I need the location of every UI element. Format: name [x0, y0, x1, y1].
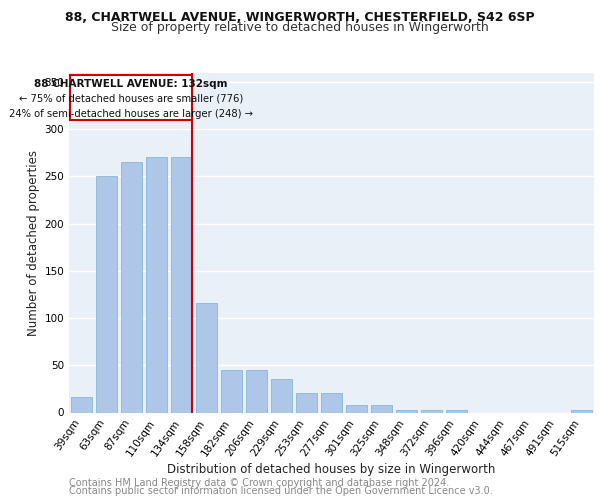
Bar: [121, 162, 142, 412]
Bar: [96, 176, 117, 412]
Bar: [146, 158, 167, 412]
Bar: [321, 392, 342, 412]
Bar: [571, 410, 592, 412]
X-axis label: Distribution of detached houses by size in Wingerworth: Distribution of detached houses by size …: [167, 463, 496, 476]
Text: Contains HM Land Registry data © Crown copyright and database right 2024.: Contains HM Land Registry data © Crown c…: [69, 478, 449, 488]
Text: ← 75% of detached houses are smaller (776): ← 75% of detached houses are smaller (77…: [19, 94, 244, 104]
Bar: [221, 370, 242, 412]
Bar: [271, 380, 292, 412]
Text: 88 CHARTWELL AVENUE: 132sqm: 88 CHARTWELL AVENUE: 132sqm: [34, 79, 228, 89]
Bar: [396, 410, 417, 412]
Text: Contains public sector information licensed under the Open Government Licence v3: Contains public sector information licen…: [69, 486, 493, 496]
Bar: [296, 392, 317, 412]
Bar: [346, 405, 367, 412]
Bar: [171, 158, 192, 412]
Bar: [446, 410, 467, 412]
Y-axis label: Number of detached properties: Number of detached properties: [27, 150, 40, 336]
Bar: [71, 398, 92, 412]
Bar: [196, 303, 217, 412]
Text: 88, CHARTWELL AVENUE, WINGERWORTH, CHESTERFIELD, S42 6SP: 88, CHARTWELL AVENUE, WINGERWORTH, CHEST…: [65, 11, 535, 24]
Text: 24% of semi-detached houses are larger (248) →: 24% of semi-detached houses are larger (…: [9, 108, 253, 118]
FancyBboxPatch shape: [70, 76, 192, 120]
Text: Size of property relative to detached houses in Wingerworth: Size of property relative to detached ho…: [111, 21, 489, 34]
Bar: [246, 370, 267, 412]
Bar: [371, 405, 392, 412]
Bar: [421, 410, 442, 412]
